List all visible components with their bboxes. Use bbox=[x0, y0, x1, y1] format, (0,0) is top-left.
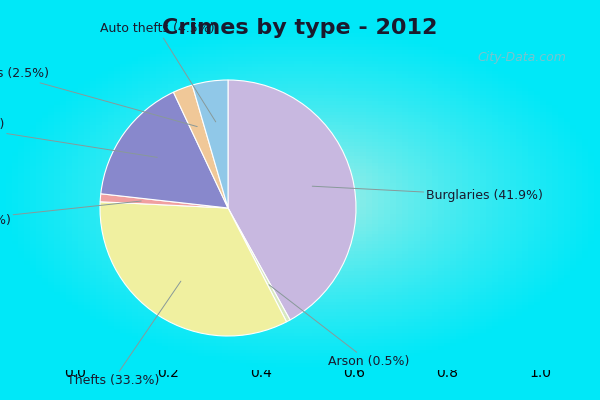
Text: Rapes (2.5%): Rapes (2.5%) bbox=[0, 67, 197, 126]
Text: Crimes by type - 2012: Crimes by type - 2012 bbox=[163, 18, 437, 38]
Wedge shape bbox=[173, 85, 228, 208]
Text: Arson (0.5%): Arson (0.5%) bbox=[269, 285, 409, 368]
Text: Thefts (33.3%): Thefts (33.3%) bbox=[67, 281, 181, 387]
Wedge shape bbox=[100, 202, 287, 336]
Wedge shape bbox=[228, 80, 356, 320]
Wedge shape bbox=[228, 208, 290, 322]
Wedge shape bbox=[100, 194, 228, 208]
Text: Auto thefts (4.5%): Auto thefts (4.5%) bbox=[100, 22, 216, 122]
Text: Assaults (16.2%): Assaults (16.2%) bbox=[0, 118, 157, 157]
Wedge shape bbox=[101, 92, 228, 208]
Text: City-Data.com: City-Data.com bbox=[478, 51, 566, 64]
Text: Robberies (1.0%): Robberies (1.0%) bbox=[0, 201, 141, 227]
Text: Burglaries (41.9%): Burglaries (41.9%) bbox=[312, 186, 543, 202]
Wedge shape bbox=[192, 80, 228, 208]
